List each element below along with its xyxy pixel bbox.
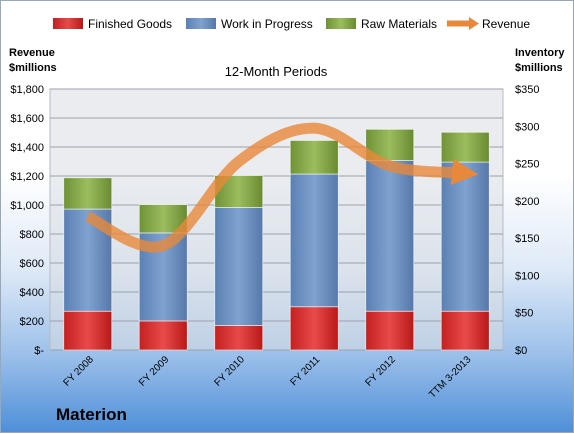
gridlines: [50, 88, 503, 351]
right-tick-label: $200: [515, 196, 539, 208]
revenue-point: [87, 216, 88, 217]
bar-series: [63, 128, 490, 351]
left-tick-label: $1,000: [10, 200, 44, 212]
company-name: Materion: [56, 405, 127, 424]
x-tick-label: FY 2009: [137, 354, 172, 389]
legend-label: Work in Progress: [221, 17, 313, 31]
right-tick-label: $0: [515, 345, 527, 357]
x-tick-label: FY 2008: [61, 354, 96, 389]
left-axis-label-line1: Revenue: [9, 47, 55, 59]
finished-goods-bar: [289, 306, 339, 351]
plot-area: [49, 88, 504, 351]
revenue-point: [389, 165, 390, 166]
raw-materials-bar: [440, 131, 490, 163]
left-tick-label: $1,800: [10, 84, 44, 96]
right-axis-ticks: $0 $50 $100 $150 $200 $250 $300 $350: [515, 84, 539, 357]
finished-goods-legend-swatch: [53, 18, 83, 29]
finished-goods-bar: [214, 324, 264, 351]
legend-label: Revenue: [482, 17, 530, 31]
right-tick-label: $300: [515, 121, 539, 133]
right-tick-label: $250: [515, 159, 539, 171]
left-tick-label: $200: [20, 316, 44, 328]
raw-materials-bar: [63, 177, 113, 210]
left-axis-ticks: $- $200 $400 $600 $800 $1,000 $1,200 $1,400 $1,6…: [10, 84, 44, 357]
left-tick-label: $1,400: [10, 142, 44, 154]
revenue-point: [465, 173, 466, 174]
revenue-point: [163, 245, 164, 246]
right-axis-label-line1: Inventory: [515, 47, 565, 59]
finished-goods-bar: [63, 310, 113, 351]
legend-label: Raw Materials: [361, 17, 437, 31]
left-tick-label: $600: [20, 258, 44, 270]
x-tick-label: FY 2011: [289, 354, 323, 388]
x-tick-label: FY 2012: [363, 354, 398, 389]
left-tick-label: $1,200: [10, 171, 44, 183]
right-tick-label: $100: [515, 270, 539, 282]
x-tick-label: TTM 3-2013: [427, 354, 474, 401]
work-in-progress-bar: [440, 161, 490, 312]
left-tick-label: $400: [20, 287, 44, 299]
right-tick-label: $350: [515, 84, 539, 96]
left-tick-label: $-: [34, 345, 44, 357]
work-in-progress-bar: [214, 207, 264, 326]
raw-materials-legend-swatch: [326, 18, 356, 29]
left-tick-label: $1,600: [10, 113, 44, 125]
right-tick-label: $50: [515, 308, 533, 320]
chart-title: 12-Month Periods: [225, 64, 328, 79]
revenue-point: [238, 161, 239, 162]
revenue-line-series: [85, 122, 479, 253]
legend-label: Finished Goods: [88, 17, 172, 31]
finished-goods-bar: [440, 310, 490, 351]
work-in-progress-legend-swatch: [186, 18, 216, 29]
revenue-point: [314, 128, 315, 129]
x-axis-ticks: FY 2008 FY 2009 FY 2010 FY 2011 FY 2012 TTM 3…: [61, 354, 473, 401]
work-in-progress-bar: [365, 160, 415, 312]
left-tick-label: $800: [20, 229, 44, 241]
raw-materials-bar: [289, 140, 339, 175]
x-tick-label: FY 2010: [212, 354, 247, 389]
revenue-legend-arrow: [469, 17, 479, 30]
right-tick-label: $150: [515, 233, 539, 245]
revenue-line: [85, 122, 479, 253]
finished-goods-bar: [138, 320, 188, 351]
work-in-progress-bar: [289, 173, 339, 308]
right-axis-label-line2: $millions: [515, 62, 563, 74]
finished-goods-bar: [365, 310, 415, 351]
legend: Finished Goods Work in Progress Raw Materi…: [53, 17, 530, 31]
left-axis-label-line2: $millions: [9, 62, 57, 74]
